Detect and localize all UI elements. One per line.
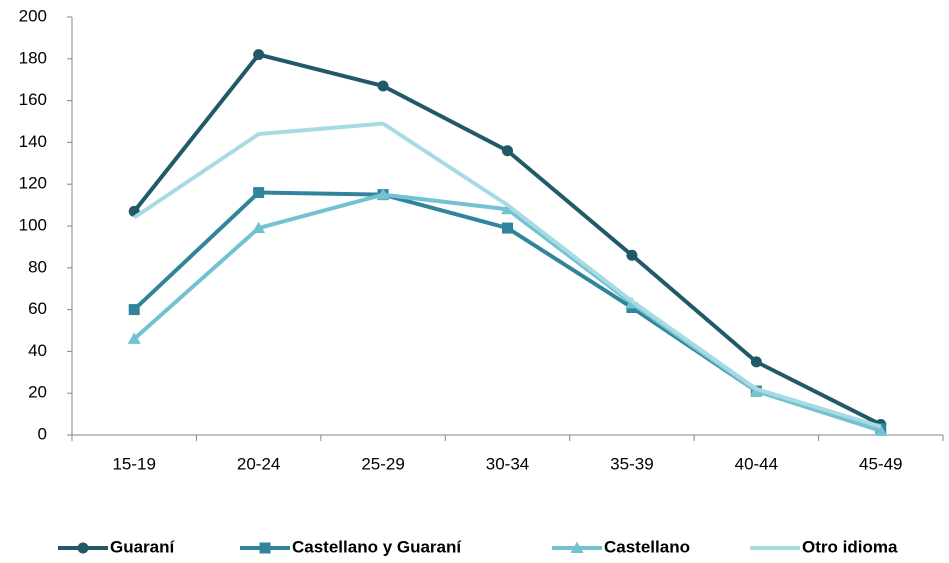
x-tick-label: 15-19 [112,454,155,473]
legend-label: Castellano [604,537,690,556]
marker [502,145,513,157]
x-tick-label: 40-44 [735,454,778,473]
marker [377,80,389,92]
marker [502,222,513,234]
x-tick-label: 35-39 [610,454,653,473]
y-tick-label: 80 [28,257,47,276]
series-line [133,121,882,429]
legend-label: Otro idioma [802,537,898,556]
y-tick-label: 200 [19,6,47,25]
marker [252,221,266,234]
marker [874,424,888,436]
y-tick-label: 60 [28,299,47,318]
x-tick-label: 30-34 [486,454,529,473]
marker [750,356,762,368]
marker [128,304,140,316]
x-tick-label: 25-29 [361,454,404,473]
marker [77,542,89,554]
marker [253,187,265,199]
marker [501,202,514,215]
marker [626,249,638,261]
marker [376,188,390,200]
x-tick-label: 20-24 [237,454,280,473]
y-tick-label: 20 [28,383,47,402]
legend-label: Guaraní [110,537,176,556]
x-tick-label: 45-49 [859,454,902,473]
marker [253,49,265,61]
legend-label: Castellano y Guaraní [292,537,462,556]
y-tick-label: 180 [19,48,47,67]
y-tick-label: 120 [19,174,47,193]
y-tick-label: 140 [19,132,47,151]
y-tick-label: 0 [38,424,47,443]
y-tick-label: 160 [19,90,47,109]
y-tick-label: 100 [19,215,47,234]
marker [127,332,141,344]
y-tick-label: 40 [28,341,47,360]
marker [570,541,584,553]
marker [259,542,271,554]
